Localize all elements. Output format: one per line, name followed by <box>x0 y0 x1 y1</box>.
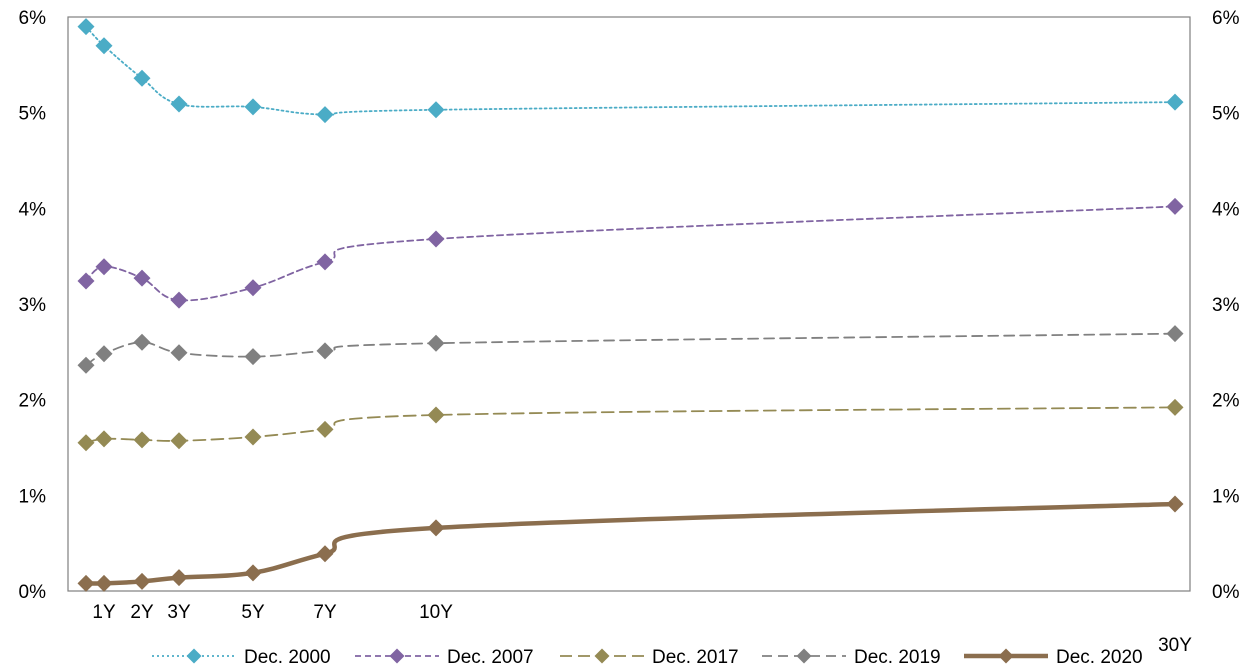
data-point <box>316 342 334 360</box>
x-tick-label: 5Y <box>241 602 265 623</box>
y-tick-right-label: 5% <box>1212 104 1240 125</box>
data-point <box>170 344 188 362</box>
data-point <box>95 258 113 276</box>
data-point <box>1166 495 1184 513</box>
legend-marker <box>389 648 405 664</box>
data-point <box>244 428 262 446</box>
y-tick-left-label: 4% <box>19 199 47 220</box>
y-axis-right: 0% 1% 2% 3% 4% 5% 6% <box>1212 8 1240 603</box>
y-tick-left-label: 1% <box>19 486 47 507</box>
y-tick-left-label: 6% <box>19 8 47 29</box>
legend-label: Dec. 2019 <box>854 647 941 668</box>
legend-label: Dec. 2000 <box>244 647 331 668</box>
data-point <box>244 279 262 297</box>
x-axis: 1Y 2Y 3Y 5Y 7Y 10Y 30Y <box>92 602 1192 656</box>
data-point <box>1166 197 1184 215</box>
data-point <box>244 348 262 366</box>
legend-label: Dec. 2007 <box>447 647 534 668</box>
x-tick-label: 10Y <box>419 602 453 623</box>
y-tick-right-label: 0% <box>1212 582 1240 603</box>
data-point <box>427 230 445 248</box>
data-point <box>1166 398 1184 416</box>
data-point <box>133 269 151 287</box>
y-axis-left: 0% 1% 2% 3% 4% 5% 6% <box>19 8 47 603</box>
data-point <box>427 101 445 119</box>
y-tick-right-label: 6% <box>1212 8 1240 29</box>
data-point <box>133 572 151 590</box>
data-point <box>1166 325 1184 343</box>
data-point <box>244 564 262 582</box>
data-point <box>133 333 151 351</box>
legend-marker <box>186 648 202 664</box>
x-tick-label: 2Y <box>130 602 154 623</box>
data-point <box>77 18 95 36</box>
data-point <box>77 356 95 374</box>
data-point <box>170 291 188 309</box>
legend-label: Dec. 2020 <box>1056 647 1143 668</box>
data-point <box>316 253 334 271</box>
data-point <box>316 545 334 563</box>
y-tick-right-label: 1% <box>1212 486 1240 507</box>
y-tick-right-label: 3% <box>1212 295 1240 316</box>
y-tick-left-label: 2% <box>19 391 47 412</box>
x-tick-label: 30Y <box>1158 635 1192 656</box>
data-point <box>1166 93 1184 111</box>
data-point <box>427 406 445 424</box>
data-point <box>316 106 334 124</box>
y-tick-left-label: 5% <box>19 104 47 125</box>
series-line <box>85 25 1176 116</box>
legend-marker <box>594 648 610 664</box>
data-point <box>133 69 151 87</box>
data-point <box>316 420 334 438</box>
legend-marker <box>796 648 812 664</box>
data-point <box>95 430 113 448</box>
y-tick-right-label: 4% <box>1212 199 1240 220</box>
data-point <box>95 37 113 55</box>
x-tick-label: 1Y <box>92 602 116 623</box>
data-point <box>170 95 188 113</box>
data-point <box>170 432 188 450</box>
y-tick-left-label: 0% <box>19 582 47 603</box>
x-tick-label: 7Y <box>313 602 337 623</box>
legend-label: Dec. 2017 <box>652 647 739 668</box>
series-markers <box>77 18 1184 592</box>
data-point <box>427 334 445 352</box>
y-tick-right-label: 2% <box>1212 391 1240 412</box>
legend: Dec. 2000 Dec. 2007 Dec. 2017 Dec. 2019 Dec.… <box>152 647 1143 668</box>
x-tick-label: 3Y <box>167 602 191 623</box>
data-point <box>170 569 188 587</box>
data-point <box>77 272 95 290</box>
data-point <box>95 574 113 592</box>
data-point <box>133 431 151 449</box>
data-point <box>77 574 95 592</box>
data-point <box>427 519 445 537</box>
legend-marker <box>998 648 1014 664</box>
y-tick-left-label: 3% <box>19 295 47 316</box>
plot-area-frame <box>67 16 1191 592</box>
data-point <box>244 98 262 116</box>
data-point <box>77 434 95 452</box>
data-point <box>95 345 113 363</box>
